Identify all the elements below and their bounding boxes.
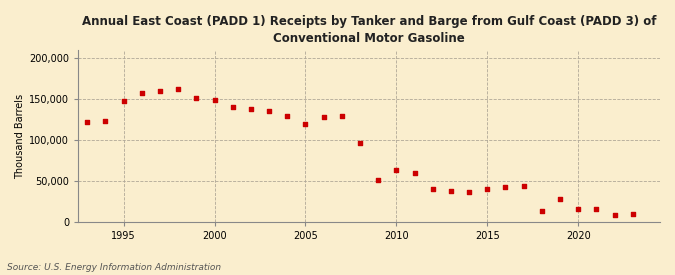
Point	[118, 99, 129, 103]
Point	[354, 141, 365, 145]
Point	[373, 178, 383, 182]
Point	[609, 213, 620, 218]
Point	[136, 90, 147, 95]
Point	[500, 185, 511, 190]
Point	[227, 104, 238, 109]
Point	[155, 89, 165, 93]
Point	[318, 115, 329, 119]
Point	[191, 96, 202, 101]
Point	[591, 207, 602, 211]
Point	[209, 98, 220, 102]
Point	[173, 87, 184, 91]
Text: Source: U.S. Energy Information Administration: Source: U.S. Energy Information Administ…	[7, 263, 221, 272]
Point	[264, 109, 275, 113]
Y-axis label: Thousand Barrels: Thousand Barrels	[15, 94, 25, 178]
Point	[409, 170, 420, 175]
Title: Annual East Coast (PADD 1) Receipts by Tanker and Barge from Gulf Coast (PADD 3): Annual East Coast (PADD 1) Receipts by T…	[82, 15, 656, 45]
Point	[282, 113, 293, 118]
Point	[518, 184, 529, 188]
Point	[464, 190, 475, 194]
Point	[100, 119, 111, 123]
Point	[300, 122, 311, 126]
Point	[82, 120, 92, 124]
Point	[246, 107, 256, 111]
Point	[555, 197, 566, 201]
Point	[446, 188, 456, 193]
Point	[573, 207, 584, 211]
Point	[537, 209, 547, 213]
Point	[391, 168, 402, 172]
Point	[627, 212, 638, 217]
Point	[336, 113, 347, 118]
Point	[482, 187, 493, 191]
Point	[427, 187, 438, 191]
